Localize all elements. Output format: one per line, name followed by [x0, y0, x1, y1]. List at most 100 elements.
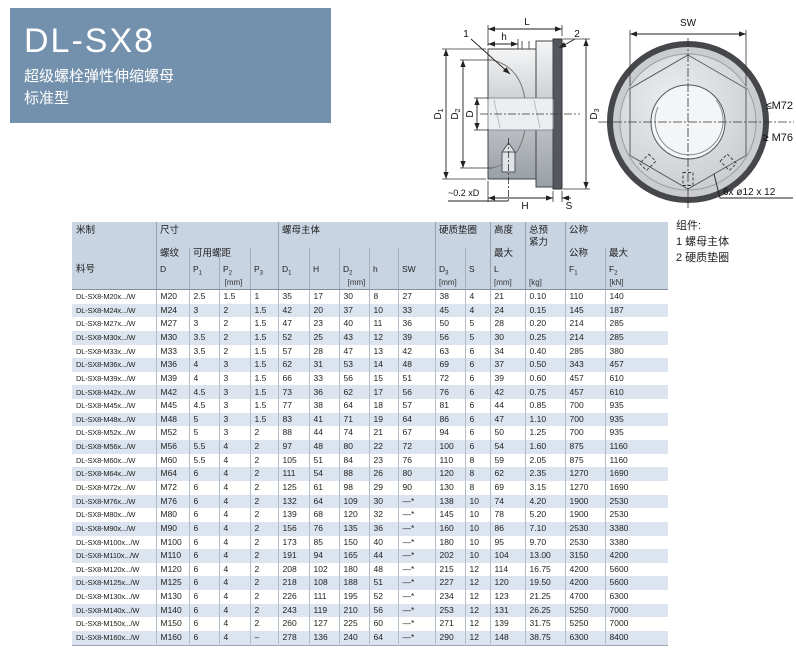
- value-cell: 44: [489, 399, 525, 413]
- value-cell: 16.75: [524, 562, 565, 577]
- value-cell: 123: [489, 590, 525, 604]
- value-cell: 68: [308, 508, 339, 522]
- components-note-title: 组件:: [676, 220, 702, 232]
- value-cell: 2: [249, 617, 278, 632]
- value-cell: 120: [338, 508, 369, 522]
- value-cell: 47: [277, 317, 309, 331]
- value-cell: 5.20: [524, 508, 565, 522]
- subhead-part-no: 料号: [76, 264, 96, 275]
- value-cell: 225: [338, 617, 369, 632]
- value-cell: 2: [249, 521, 278, 536]
- col-group-nut-body: 螺母主体: [282, 225, 321, 236]
- value-cell: 4: [218, 576, 250, 591]
- value-cell: M150: [155, 617, 189, 632]
- value-cell: —*: [397, 562, 435, 577]
- value-cell: 77: [277, 399, 309, 413]
- value-cell: 63: [434, 344, 465, 359]
- value-cell: 5: [188, 426, 219, 441]
- value-cell: 108: [308, 576, 339, 591]
- value-cell: 10: [464, 549, 490, 563]
- value-cell: 42: [397, 344, 435, 359]
- value-cell: 8: [464, 453, 490, 468]
- value-cell: 127: [308, 617, 339, 632]
- dim-label-D1: D1: [433, 108, 445, 119]
- value-cell: 210: [338, 603, 369, 618]
- table-row: DL-SX8-M27x.../W M27 3 2 1.5 47 23 40 11 36 50 5 28 0…: [72, 317, 668, 331]
- value-cell: 4: [218, 494, 250, 509]
- value-cell: 10: [368, 303, 398, 318]
- value-cell: 6: [464, 385, 490, 400]
- value-cell: 700: [564, 412, 605, 427]
- value-cell: M76: [155, 494, 189, 509]
- value-cell: 1: [249, 290, 278, 304]
- value-cell: 6: [464, 412, 490, 427]
- value-cell: 6: [188, 617, 219, 632]
- value-cell: 72: [434, 371, 465, 386]
- table-row: DL-SX8-M120x.../W M120 6 4 2 208 102 180 48 —* 215…: [72, 562, 668, 577]
- value-cell: 14: [368, 358, 398, 372]
- header-divider: [369, 248, 370, 289]
- value-cell: 74: [489, 494, 525, 509]
- value-cell: 33: [308, 371, 339, 386]
- size-note-lower: ≥ M76: [763, 132, 794, 144]
- value-cell: 19: [368, 412, 398, 427]
- value-cell: M125: [155, 576, 189, 591]
- value-cell: 13: [368, 344, 398, 359]
- table-row: DL-SX8-M90x.../W M90 6 4 2 156 76 135 36 —* 160 10 8…: [72, 521, 668, 536]
- value-cell: 53: [338, 358, 369, 372]
- part-number-cell: DL-SX8-M30x.../W: [76, 332, 136, 342]
- value-cell: 120: [434, 467, 465, 481]
- value-cell: 44: [368, 549, 398, 563]
- value-cell: 56: [368, 603, 398, 618]
- value-cell: 62: [489, 467, 525, 481]
- value-cell: 2: [249, 480, 278, 495]
- value-cell: 30: [368, 494, 398, 509]
- value-cell: 4: [218, 508, 250, 522]
- value-cell: 51: [368, 576, 398, 591]
- value-cell: 215: [434, 562, 465, 577]
- value-cell: 4: [464, 290, 490, 304]
- value-cell: 95: [489, 535, 525, 550]
- value-cell: 57: [397, 399, 435, 413]
- value-cell: 28: [308, 344, 339, 359]
- value-cell: 25: [308, 330, 339, 345]
- value-cell: 40: [368, 535, 398, 550]
- value-cell: 700: [564, 426, 605, 441]
- unit-kg: [kg]: [529, 278, 542, 287]
- components-note-item: 1 螺母主体: [676, 236, 730, 248]
- value-cell: 1.60: [524, 440, 565, 454]
- value-cell: 1.5: [249, 317, 278, 331]
- value-cell: M52: [155, 426, 189, 441]
- table-row: DL-SX8-M140x.../W M140 6 4 2 243 119 210 56 —* 253…: [72, 603, 668, 618]
- value-cell: 145: [434, 508, 465, 522]
- value-cell: 4: [464, 303, 490, 318]
- value-cell: 130: [434, 480, 465, 495]
- value-cell: M130: [155, 590, 189, 604]
- value-cell: 100: [434, 440, 465, 454]
- value-cell: 15: [368, 371, 398, 386]
- value-cell: 83: [277, 412, 309, 427]
- value-cell: 9.70: [524, 535, 565, 550]
- value-cell: 1.5: [249, 344, 278, 359]
- value-cell: 0.75: [524, 385, 565, 400]
- value-cell: 6: [464, 358, 490, 372]
- value-cell: —*: [397, 576, 435, 591]
- value-cell: 6: [464, 399, 490, 413]
- value-cell: M72: [155, 480, 189, 495]
- title-block: DL-SX8 超级螺栓弹性伸缩螺母 标准型: [10, 8, 331, 123]
- value-cell: 1690: [604, 467, 668, 481]
- value-cell: 0.25: [524, 330, 565, 345]
- subhead-F1: F1: [569, 264, 578, 277]
- part-number-cell: DL-SX8-M42x.../W: [76, 387, 136, 397]
- subhead-SW: SW: [402, 264, 416, 274]
- value-cell: M60: [155, 453, 189, 468]
- value-cell: 18: [368, 399, 398, 413]
- value-cell: 610: [604, 385, 668, 400]
- value-cell: 1.5: [249, 412, 278, 427]
- value-cell: M110: [155, 549, 189, 563]
- value-cell: 52: [368, 590, 398, 604]
- value-cell: 253: [434, 603, 465, 618]
- part-number-cell: DL-SX8-M27x.../W: [76, 319, 136, 329]
- value-cell: 2: [249, 576, 278, 591]
- value-cell: 2530: [564, 521, 605, 536]
